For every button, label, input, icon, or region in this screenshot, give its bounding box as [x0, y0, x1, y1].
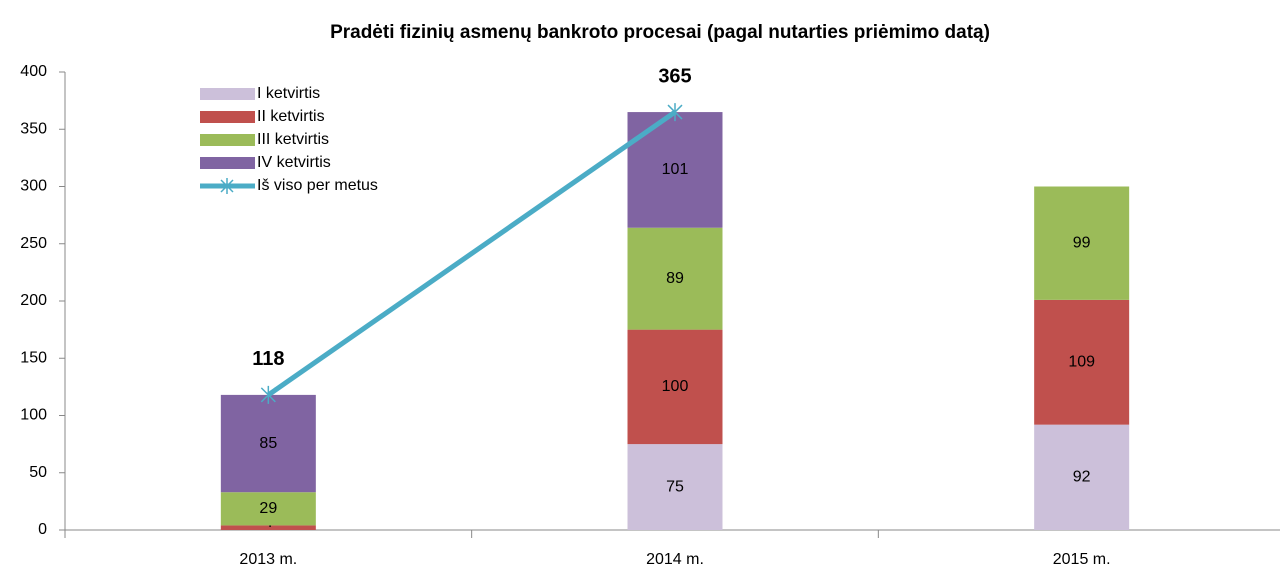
data-label: 92	[1073, 469, 1091, 486]
total-marker	[667, 103, 683, 122]
legend-swatch	[200, 134, 255, 146]
y-tick-label: 350	[20, 120, 47, 137]
legend-label: Iš viso per metus	[257, 177, 378, 194]
legend-label: I ketvirtis	[257, 85, 320, 102]
bar-segment	[1034, 424, 1130, 530]
x-tick-label: 2014 m.	[646, 551, 704, 568]
y-tick-label: 100	[20, 407, 47, 424]
data-label: 75	[666, 478, 684, 495]
y-tick-label: 0	[38, 521, 47, 538]
data-label: 109	[1068, 353, 1095, 370]
bar-segment	[1034, 299, 1130, 425]
data-label: 89	[666, 270, 684, 287]
bar-segment	[220, 492, 316, 526]
bar-segment	[627, 329, 723, 445]
y-tick-label: 200	[20, 292, 47, 309]
y-tick-label: 50	[29, 464, 47, 481]
data-label: 100	[662, 378, 689, 395]
total-marker	[260, 385, 276, 404]
legend-marker	[220, 178, 234, 194]
total-line	[266, 110, 677, 397]
y-tick-label: 150	[20, 349, 47, 366]
y-tick-label: 300	[20, 178, 47, 195]
bar-segment	[1034, 186, 1130, 300]
y-tick-label: 400	[20, 63, 47, 80]
chart-title: Pradėti fizinių asmenų bankroto procesai…	[330, 22, 990, 43]
data-label: 101	[662, 161, 689, 178]
legend-swatch	[200, 88, 255, 100]
legend-swatch	[200, 111, 255, 123]
x-tick-label: 2015 m.	[1053, 551, 1111, 568]
y-tick-label: 250	[20, 235, 47, 252]
legend-label: II ketvirtis	[257, 108, 325, 125]
x-tick-label: 2013 m.	[239, 551, 297, 568]
data-label: 29	[259, 500, 277, 517]
bar-segment	[220, 525, 316, 530]
data-label: 85	[259, 435, 277, 452]
bar-segment	[627, 227, 723, 330]
bar-segment	[627, 444, 723, 530]
legend-label: IV ketvirtis	[257, 154, 331, 171]
bar-segment	[220, 394, 316, 493]
total-label: 365	[658, 65, 691, 87]
data-label: 99	[1073, 234, 1091, 251]
legend-swatch	[200, 157, 255, 169]
legend-label: III ketvirtis	[257, 131, 329, 148]
total-label: 118	[252, 348, 284, 370]
